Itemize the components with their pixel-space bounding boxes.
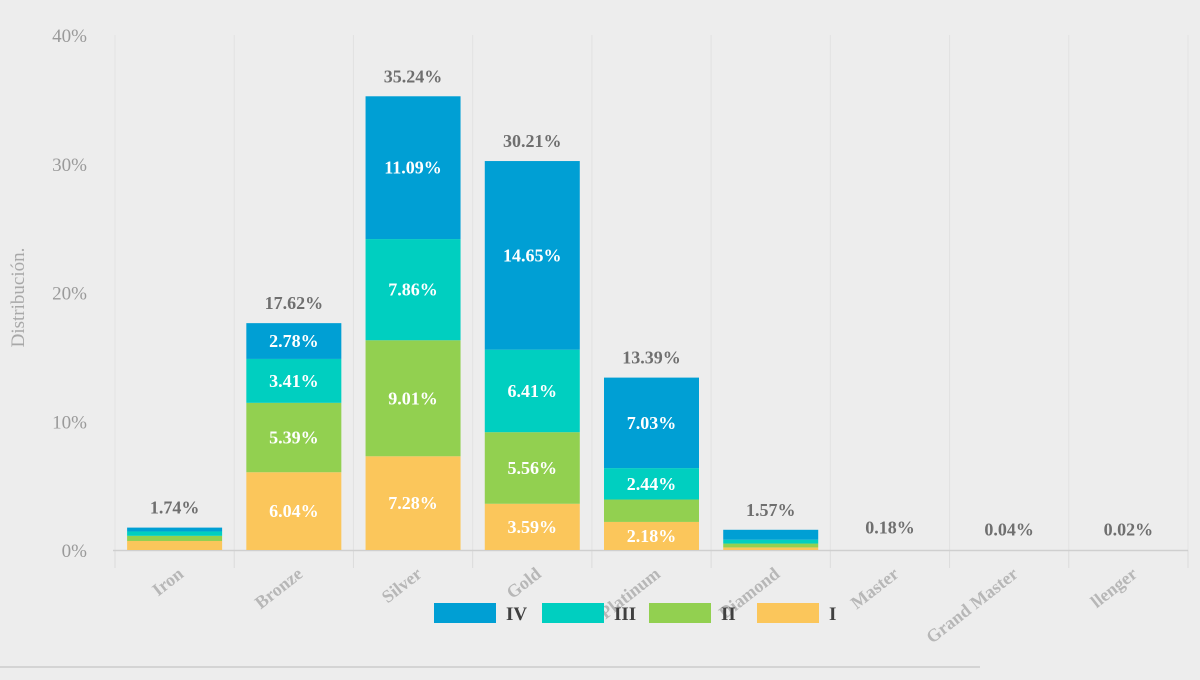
- bar-segment-i: [246, 472, 342, 550]
- bar-segment-iv: [723, 529, 819, 540]
- x-tick-label: Iron: [148, 563, 187, 600]
- bars: [127, 96, 819, 550]
- y-axis-title: Distribución.: [8, 248, 29, 348]
- bar-segment-iii: [604, 468, 699, 500]
- total-value-label: 35.24%: [384, 66, 443, 86]
- y-tick-label: 0%: [62, 541, 88, 562]
- total-value-label: 17.62%: [265, 293, 324, 313]
- segment-value-label: 11.09%: [384, 158, 442, 178]
- bar-segment-ii: [604, 499, 699, 522]
- bar-segment-iii: [365, 239, 461, 341]
- bar-segment-i: [723, 547, 819, 550]
- total-value-label: 0.04%: [984, 519, 1034, 539]
- x-tick-label: Silver: [378, 563, 426, 606]
- bar-segment-iv: [604, 377, 699, 469]
- segment-value-label: 7.28%: [388, 493, 438, 513]
- x-tick-label: Master: [847, 563, 903, 613]
- legend-swatch-i: [757, 603, 819, 623]
- bar-segment-iv: [365, 96, 461, 240]
- segment-value-label: 7.86%: [388, 280, 438, 300]
- bar-segment-iv: [484, 161, 580, 350]
- x-tick-label: Bronze: [251, 563, 306, 612]
- bar-segment-iii: [484, 349, 580, 433]
- bar-segment-i: [127, 540, 223, 550]
- segment-value-label: 2.18%: [627, 526, 677, 546]
- gridlines: [114, 35, 1189, 568]
- segment-value-label: 5.39%: [269, 428, 319, 448]
- total-value-label: 1.74%: [150, 498, 200, 518]
- bar-segment-ii: [246, 402, 342, 473]
- x-tick-label: Grand Master: [922, 563, 1021, 647]
- segment-value-label: 5.56%: [508, 458, 558, 478]
- legend-label-iii: III: [614, 604, 636, 625]
- legend: IV III II I: [434, 603, 836, 625]
- data-labels: 1.74% 6.04% 5.39% 3.41% 2.78% 17.62% 7.28% 9.01…: [150, 66, 1153, 546]
- legend-swatch-iv: [434, 603, 496, 623]
- x-tick-label: llenger: [1087, 563, 1141, 611]
- total-value-label: 13.39%: [622, 348, 681, 368]
- legend-swatch-ii: [649, 603, 711, 623]
- y-tick-label: 30%: [52, 155, 87, 176]
- bar-segment-i: [365, 456, 461, 550]
- legend-label-i: I: [829, 604, 836, 625]
- segment-value-label: 2.78%: [269, 331, 319, 351]
- segment-value-label: 9.01%: [388, 388, 438, 408]
- bar-segment-ii: [484, 432, 580, 504]
- legend-swatch-iii: [542, 603, 604, 623]
- segment-value-label: 6.04%: [269, 501, 319, 521]
- bar-segment-i: [484, 503, 580, 550]
- bar-segment-i: [604, 521, 699, 550]
- bar-segment-iv: [246, 323, 342, 359]
- segment-value-label: 3.59%: [508, 517, 558, 537]
- x-tick-label: Gold: [502, 563, 544, 602]
- total-value-label: 1.57%: [746, 500, 796, 520]
- bar-segment-ii: [365, 340, 461, 457]
- total-value-label: 30.21%: [503, 131, 562, 151]
- y-tick-label: 40%: [52, 26, 87, 47]
- segment-value-label: 14.65%: [503, 245, 562, 265]
- segment-value-label: 6.41%: [508, 381, 558, 401]
- total-value-label: 0.02%: [1104, 520, 1154, 540]
- legend-label-ii: II: [721, 604, 736, 625]
- segment-value-label: 3.41%: [269, 371, 319, 391]
- axes: 0% 10% 20% 30% 40% Distribución. Iron Bronze Sil…: [0, 26, 1188, 668]
- legend-label-iv: IV: [506, 604, 527, 625]
- y-tick-label: 20%: [52, 284, 87, 305]
- total-value-label: 0.18%: [865, 518, 915, 538]
- bar-segment-iv: [127, 527, 223, 532]
- bar-segment-ii: [127, 535, 223, 541]
- bar-segment-ii: [723, 543, 819, 548]
- segment-value-label: 7.03%: [627, 413, 677, 433]
- segment-value-label: 2.44%: [627, 474, 677, 494]
- bar-segment-iii: [246, 358, 342, 403]
- bar-segment-iii: [723, 539, 819, 544]
- bar-segment-iii: [127, 531, 223, 536]
- y-tick-label: 10%: [52, 412, 87, 433]
